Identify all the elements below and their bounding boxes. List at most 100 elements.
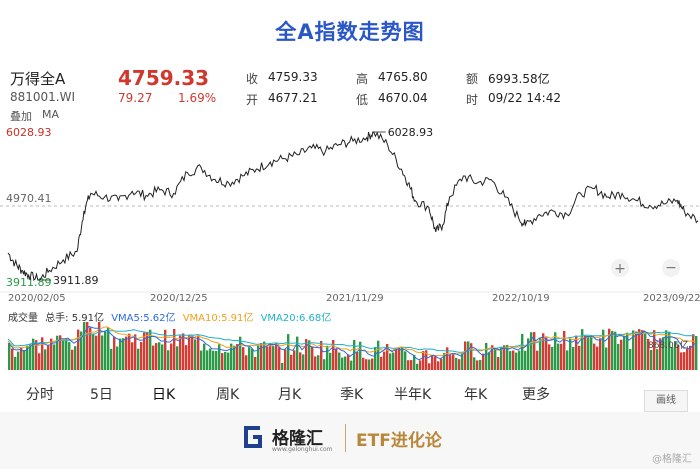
- draw-line-button[interactable]: 画线: [644, 390, 688, 412]
- low-label: 低: [356, 93, 369, 107]
- high-value: 4765.80: [378, 70, 428, 84]
- volume-bar: [470, 343, 473, 370]
- overlay-button[interactable]: 叠加: [10, 110, 32, 123]
- volume-bar: [221, 353, 224, 370]
- volume-bar: [377, 340, 380, 370]
- volume-bar: [245, 355, 248, 370]
- volume-bar: [332, 340, 335, 370]
- volume-bar: [449, 355, 452, 370]
- volume-bar: [59, 335, 62, 370]
- tab-weekly-k[interactable]: 周K: [216, 387, 240, 403]
- volume-bar: [500, 346, 503, 370]
- volume-bar: [461, 353, 464, 370]
- volume-bar: [401, 347, 404, 370]
- volume-bar: [455, 357, 458, 370]
- volume-bar: [305, 339, 308, 370]
- volume-bar: [233, 345, 236, 370]
- volume-bar: [446, 347, 449, 370]
- volume-bar: [353, 340, 356, 370]
- volume-bar: [26, 345, 29, 370]
- tab-5day[interactable]: 5日: [90, 387, 113, 403]
- volume-bar: [101, 335, 104, 370]
- time-value: 09/22 14:42: [488, 91, 561, 105]
- volume-bar: [641, 330, 644, 370]
- volume-bar: [197, 335, 200, 370]
- volume-bar: [53, 344, 56, 370]
- volume-bar: [185, 345, 188, 370]
- volume-bar: [203, 343, 206, 370]
- volume-bar: [173, 329, 176, 370]
- volume-bar: [464, 341, 467, 370]
- brand-name: 格隆汇: [272, 429, 323, 449]
- volume-bar: [683, 352, 686, 370]
- tab-halfyear-k[interactable]: 半年K: [394, 387, 432, 403]
- volume-bar: [563, 330, 566, 370]
- volume-bar: [557, 343, 560, 370]
- stock-code: 881001.WI: [10, 90, 76, 104]
- volume-bar: [209, 348, 212, 370]
- volume-bar: [275, 343, 278, 370]
- vma10-label: VMA10:5.91亿: [182, 313, 254, 324]
- volume-bar: [542, 333, 545, 370]
- volume-bar: [392, 352, 395, 370]
- volume-bar: [11, 348, 14, 370]
- volume-bar: [506, 344, 509, 370]
- tab-monthly-k[interactable]: 月K: [278, 387, 302, 403]
- volume-bar: [668, 331, 671, 370]
- zoom-out-icon: −: [665, 260, 677, 276]
- volume-bar: [368, 359, 371, 370]
- volume-bar: [410, 360, 413, 370]
- volume-bar: [560, 343, 563, 370]
- volume-bar: [548, 344, 551, 370]
- volume-bar: [599, 338, 602, 370]
- volume-bar: [479, 359, 482, 370]
- stock-name: 万得全A: [10, 70, 66, 88]
- volume-bar: [68, 342, 71, 370]
- volume-bar: [587, 336, 590, 370]
- volume-bar: [350, 360, 353, 370]
- amount-label: 额: [466, 72, 479, 86]
- volume-bar: [422, 351, 425, 370]
- volume-bar: [551, 346, 554, 370]
- low-annotation: 3911.89: [53, 274, 99, 287]
- volume-bar: [149, 329, 152, 370]
- volume-bar: [689, 345, 692, 370]
- volume-bar: [311, 346, 314, 370]
- volume-bar: [260, 343, 263, 370]
- volume-bar: [230, 343, 233, 370]
- volume-bar: [152, 345, 155, 370]
- volume-bar: [86, 322, 89, 370]
- x-tick-label: 2020/12/25: [150, 293, 208, 304]
- footer: 格隆汇 www.gelonghui.com ETF进化论 @格隆汇: [0, 412, 700, 469]
- zoom-in-button[interactable]: [611, 259, 629, 277]
- volume-bar: [134, 334, 137, 370]
- volume-bar: [491, 345, 494, 370]
- brand-logo-icon: [244, 426, 262, 448]
- tab-quarterly-k[interactable]: 季K: [340, 387, 364, 403]
- volume-bar: [344, 356, 347, 370]
- volume-bar: [623, 335, 626, 370]
- ma-button[interactable]: MA: [42, 108, 60, 121]
- volume-bar: [167, 350, 170, 370]
- tab-intraday[interactable]: 分时: [26, 387, 54, 403]
- volume-bar: [434, 356, 437, 370]
- x-tick-label: 2020/02/05: [8, 293, 66, 304]
- volume-bar: [389, 353, 392, 370]
- volume-bar: [416, 363, 419, 370]
- kline-chart[interactable]: 6028.93 4970.41 3911.89 6028.93 3911.89 …: [0, 120, 700, 380]
- volume-bar: [437, 361, 440, 370]
- volume-bar: [404, 351, 407, 370]
- tab-daily-k[interactable]: 日K: [152, 387, 176, 403]
- zoom-out-button[interactable]: [662, 259, 680, 277]
- volume-bar: [572, 346, 575, 370]
- zoom-in-icon: +: [614, 261, 626, 277]
- volume-bar: [191, 335, 194, 370]
- volume-bar: [128, 333, 131, 370]
- volume-bar: [362, 357, 365, 370]
- amount-value: 6993.58亿: [488, 72, 550, 86]
- x-tick-label: 2022/10/19: [492, 293, 550, 304]
- volume-bar: [314, 356, 317, 370]
- volume-bar: [227, 352, 230, 370]
- tab-more[interactable]: 更多: [522, 387, 550, 403]
- tab-yearly-k[interactable]: 年K: [464, 387, 488, 403]
